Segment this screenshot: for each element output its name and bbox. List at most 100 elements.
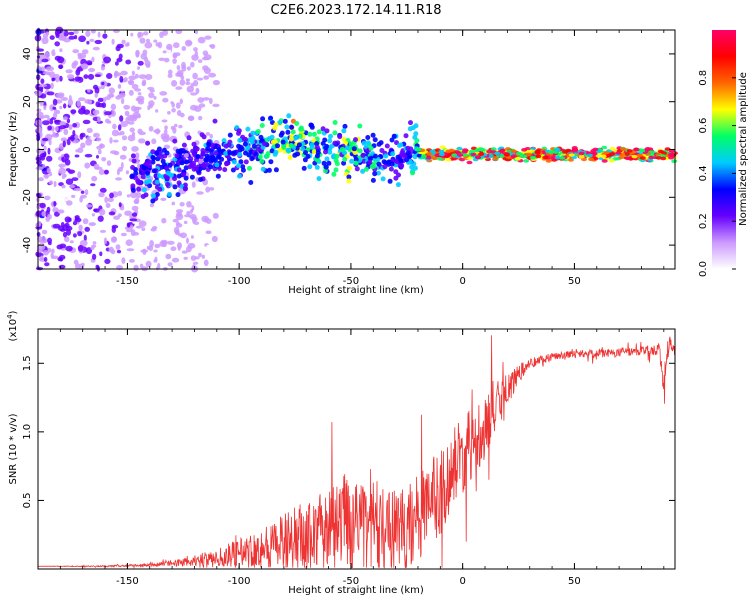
spectrogram-point xyxy=(436,157,443,161)
spectrogram-point xyxy=(126,194,131,198)
spectrogram-point xyxy=(164,150,170,156)
spectrogram-point xyxy=(303,150,308,156)
spectrogram-point xyxy=(103,237,108,245)
spectrogram-point xyxy=(301,165,307,171)
spectrogram-panel: -150 -100 -50 0 50 -40 -20 0 20 40 Height of stra… xyxy=(8,26,678,296)
spectrogram-point xyxy=(237,152,243,158)
spectrogram-point xyxy=(176,65,181,71)
spectrogram-point xyxy=(277,120,283,126)
spectrogram-point xyxy=(186,66,191,71)
spectrogram-point xyxy=(142,79,147,86)
spectrogram-point xyxy=(163,57,170,63)
spectrogram-point xyxy=(323,149,328,155)
spectrogram-point xyxy=(73,259,79,265)
spectrogram-point xyxy=(398,157,404,163)
spectrogram-point xyxy=(257,154,263,160)
spectrogram-point xyxy=(130,153,136,159)
spectrogram-point xyxy=(172,184,178,190)
colorbar: 0.0 0.2 0.4 0.6 0.8 Normalized spectral ampl… xyxy=(698,30,749,277)
spectrogram-point xyxy=(160,197,167,201)
spectrogram-point xyxy=(160,239,168,244)
spectrogram-point xyxy=(273,167,279,173)
spectrogram-point xyxy=(117,190,123,197)
spectrogram-point xyxy=(148,92,155,99)
spectrogram-point xyxy=(131,70,135,76)
spectrogram-point xyxy=(140,174,146,180)
spectrogram-point xyxy=(162,50,167,54)
spectrogram-point xyxy=(156,146,162,152)
spectrogram-point xyxy=(79,196,83,203)
spectrogram-point xyxy=(194,50,198,57)
spectrogram-point xyxy=(191,141,197,147)
spectrogram-point xyxy=(112,123,117,130)
spectrogram-point xyxy=(260,116,266,122)
spectrogram-point xyxy=(197,36,206,44)
spectrogram-point xyxy=(36,108,42,112)
spectrogram-point xyxy=(179,98,183,105)
spectrogram-point xyxy=(36,249,44,253)
spectrogram-point xyxy=(285,147,291,153)
spectrogram-point xyxy=(90,183,96,187)
spectrogram-point xyxy=(58,36,67,41)
spectrogram-point xyxy=(191,216,198,222)
spectrogram-point xyxy=(307,131,313,137)
spectrogram-point xyxy=(145,260,152,268)
spectrogram-point xyxy=(35,166,44,171)
spectrogram-point xyxy=(47,213,52,220)
spectrogram-point xyxy=(316,176,322,182)
spectrogram-point xyxy=(445,158,452,162)
spectrogram-point xyxy=(405,150,411,156)
spectrogram-point xyxy=(112,139,119,143)
spectrogram-point xyxy=(151,155,157,161)
spectrogram-point xyxy=(91,244,97,248)
colorbar-tick-label: 0.6 xyxy=(698,118,709,134)
spectrogram-point xyxy=(104,258,111,264)
spectrogram-point xyxy=(231,150,237,156)
spectrogram-point xyxy=(287,155,293,160)
spectrogram-point xyxy=(72,123,77,128)
spectrogram-point xyxy=(66,138,71,146)
spectrogram-point xyxy=(102,33,108,39)
spectrogram-point xyxy=(92,46,100,51)
spectrogram-point xyxy=(96,137,102,142)
spectrogram-point xyxy=(404,157,410,163)
spectrogram-point xyxy=(295,151,301,157)
spectrogram-point xyxy=(42,120,50,126)
spectrogram-point xyxy=(92,241,97,245)
spectrogram-point xyxy=(141,187,147,193)
spectrogram-point xyxy=(67,98,74,106)
spectrogram-point xyxy=(175,192,181,198)
spectrogram-point xyxy=(183,256,188,260)
spectrogram-point xyxy=(164,175,170,181)
spectrogram-point xyxy=(193,221,200,225)
x-tick-label: 0 xyxy=(459,576,465,587)
spectrogram-point xyxy=(109,137,113,144)
spectrogram-point xyxy=(280,139,286,145)
spectrogram-point xyxy=(145,63,151,68)
spectrogram-point xyxy=(183,220,188,225)
spectrogram-point xyxy=(167,162,173,168)
snr-multiplier-label: (x104) xyxy=(6,310,19,341)
spectrogram-point xyxy=(197,207,201,215)
spectrogram-point xyxy=(110,103,117,111)
spectrogram-point xyxy=(177,244,181,251)
spectrogram-point xyxy=(97,103,104,108)
spectrogram-point xyxy=(58,264,66,269)
spectrogram-point xyxy=(426,152,433,156)
spectrogram-point xyxy=(48,180,54,185)
spectrogram-point xyxy=(181,142,187,148)
spectrogram-point xyxy=(158,57,166,61)
spectrogram-point xyxy=(568,153,575,157)
spectrogram-point xyxy=(39,131,43,138)
x-tick-label: -100 xyxy=(228,576,251,587)
spectrogram-point xyxy=(37,86,44,90)
spectrogram-point xyxy=(212,103,220,108)
spectrogram-point xyxy=(341,128,347,134)
spectrogram-point xyxy=(66,118,71,124)
colorbar-label: Normalized spectral amplitude xyxy=(738,72,749,226)
spectrogram-point xyxy=(198,252,202,258)
spectrogram-point xyxy=(143,31,149,36)
spectrogram-point xyxy=(352,150,358,156)
spectrogram-point xyxy=(243,136,248,142)
spectrogram-point xyxy=(376,141,382,147)
